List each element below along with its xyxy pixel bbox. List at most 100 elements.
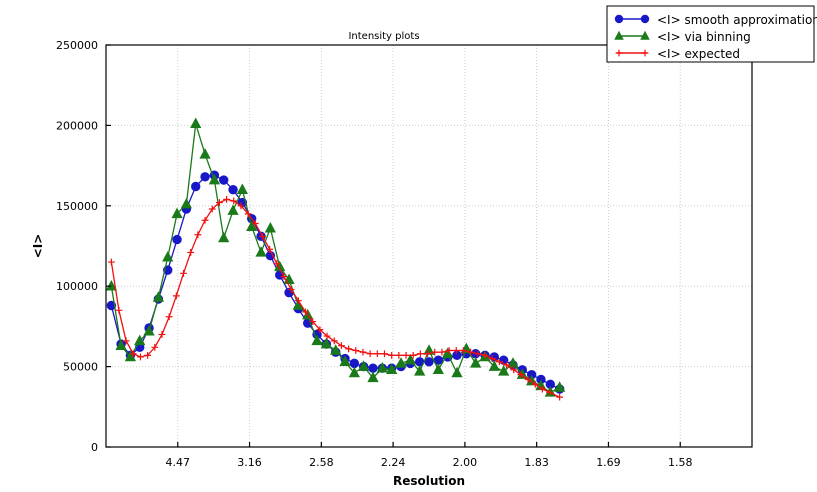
- data-point-plus: [388, 351, 396, 359]
- legend-item[interactable]: <I> via binning: [614, 30, 751, 44]
- data-point-plus: [180, 269, 187, 277]
- data-point-plus: [338, 342, 345, 350]
- data-point-plus: [237, 202, 245, 210]
- data-point-plus: [474, 350, 482, 358]
- data-point-plus: [223, 195, 230, 203]
- data-point-triangle: [330, 344, 342, 355]
- data-point-plus: [495, 358, 503, 366]
- gridlines: [106, 44, 752, 447]
- data-point-triangle: [218, 231, 230, 243]
- data-point-triangle: [152, 291, 165, 302]
- data-point-plus: [381, 350, 388, 358]
- data-point-plus: [144, 351, 152, 359]
- x-tick-label: 1.58: [668, 456, 693, 469]
- data-point-plus: [294, 297, 302, 305]
- y-tick-label: 0: [91, 441, 98, 454]
- data-point-plus: [230, 197, 238, 205]
- data-point-triangle: [171, 207, 183, 219]
- series-group: [105, 117, 566, 401]
- data-point-triangle: [180, 197, 193, 209]
- data-point-plus: [467, 348, 475, 356]
- data-point-triangle: [395, 357, 407, 368]
- data-point-plus: [280, 273, 288, 280]
- data-point-plus: [481, 351, 489, 359]
- data-point-triangle: [311, 334, 323, 346]
- data-point-circle: [172, 234, 182, 245]
- data-point-plus: [172, 292, 180, 300]
- plot-title: Intensity plots: [348, 31, 419, 42]
- data-point-triangle: [348, 366, 360, 378]
- series-markers: [107, 195, 564, 401]
- legend-marker-circle: [640, 14, 650, 24]
- data-point-plus: [402, 351, 410, 359]
- data-point-circle: [106, 300, 117, 311]
- data-point-plus: [539, 385, 546, 393]
- data-point-plus: [445, 347, 453, 354]
- data-point-plus: [287, 286, 295, 293]
- x-axis-title: Resolution: [393, 474, 465, 488]
- data-point-triangle: [507, 357, 519, 368]
- y-axis-title: <I>: [31, 234, 45, 259]
- data-point-triangle: [488, 360, 500, 371]
- data-point-triangle: [451, 366, 463, 378]
- data-point-triangle: [190, 117, 202, 129]
- legend-marker-plus: [615, 49, 623, 57]
- data-point-plus: [424, 350, 431, 358]
- legend-marker-circle: [614, 14, 624, 24]
- data-point-plus: [359, 348, 367, 356]
- data-point-plus: [517, 371, 525, 379]
- data-point-triangle: [404, 353, 416, 365]
- x-tick-label: 1.83: [524, 456, 549, 469]
- x-tick-label: 1.69: [596, 456, 621, 469]
- data-point-triangle: [255, 246, 267, 257]
- data-point-triangle: [339, 355, 351, 367]
- data-point-plus: [460, 347, 467, 354]
- data-point-plus: [201, 216, 209, 224]
- y-axis: 0 50000 100000 150000 200000 250000: [56, 39, 111, 454]
- data-point-plus: [503, 361, 510, 369]
- data-point-triangle: [367, 371, 379, 383]
- data-point-circle: [200, 172, 210, 182]
- data-point-plus: [323, 332, 331, 340]
- data-point-triangle: [143, 324, 155, 336]
- plot-frame: [105, 44, 753, 448]
- legend-marker-triangle: [640, 30, 650, 40]
- x-tick-label: 4.47: [166, 456, 191, 469]
- legend-item[interactable]: <I> smooth approximation: [614, 13, 817, 27]
- data-point-circle: [191, 181, 201, 192]
- data-point-circle: [228, 185, 238, 195]
- series-3: [107, 195, 564, 401]
- data-point-plus: [395, 351, 403, 359]
- x-axis: 4.47 3.16 2.58 2.24 2.00 1.83 1.69 1.58: [166, 442, 693, 469]
- data-point-plus: [309, 318, 317, 325]
- legend: <I> smooth approximation <I> via binning <…: [606, 5, 817, 63]
- data-point-triangle: [470, 357, 482, 368]
- data-point-plus: [187, 249, 195, 256]
- legend-label: <I> expected: [657, 47, 740, 61]
- data-point-plus: [122, 337, 130, 345]
- data-point-triangle: [386, 363, 398, 375]
- data-point-plus: [216, 199, 223, 206]
- data-point-circle: [424, 357, 434, 367]
- data-point-triangle: [358, 360, 370, 371]
- x-tick-label: 3.16: [237, 456, 262, 469]
- legend-marker-plus: [641, 49, 649, 57]
- data-point-plus: [366, 350, 374, 358]
- data-point-plus: [416, 350, 424, 358]
- data-point-plus: [115, 306, 123, 314]
- data-point-triangle: [134, 334, 146, 346]
- data-point-plus: [409, 351, 417, 359]
- data-point-plus: [316, 326, 324, 334]
- x-tick-label: 2.24: [381, 456, 406, 469]
- data-point-triangle: [246, 220, 258, 231]
- data-point-plus: [330, 337, 338, 345]
- legend-item[interactable]: <I> expected: [615, 47, 740, 61]
- data-point-triangle: [227, 204, 239, 215]
- data-point-triangle: [442, 347, 454, 358]
- data-point-plus: [151, 343, 159, 351]
- data-point-triangle: [115, 339, 127, 350]
- data-point-plus: [531, 380, 539, 388]
- y-tick-label: 150000: [56, 200, 98, 213]
- y-tick-label: 100000: [56, 280, 98, 293]
